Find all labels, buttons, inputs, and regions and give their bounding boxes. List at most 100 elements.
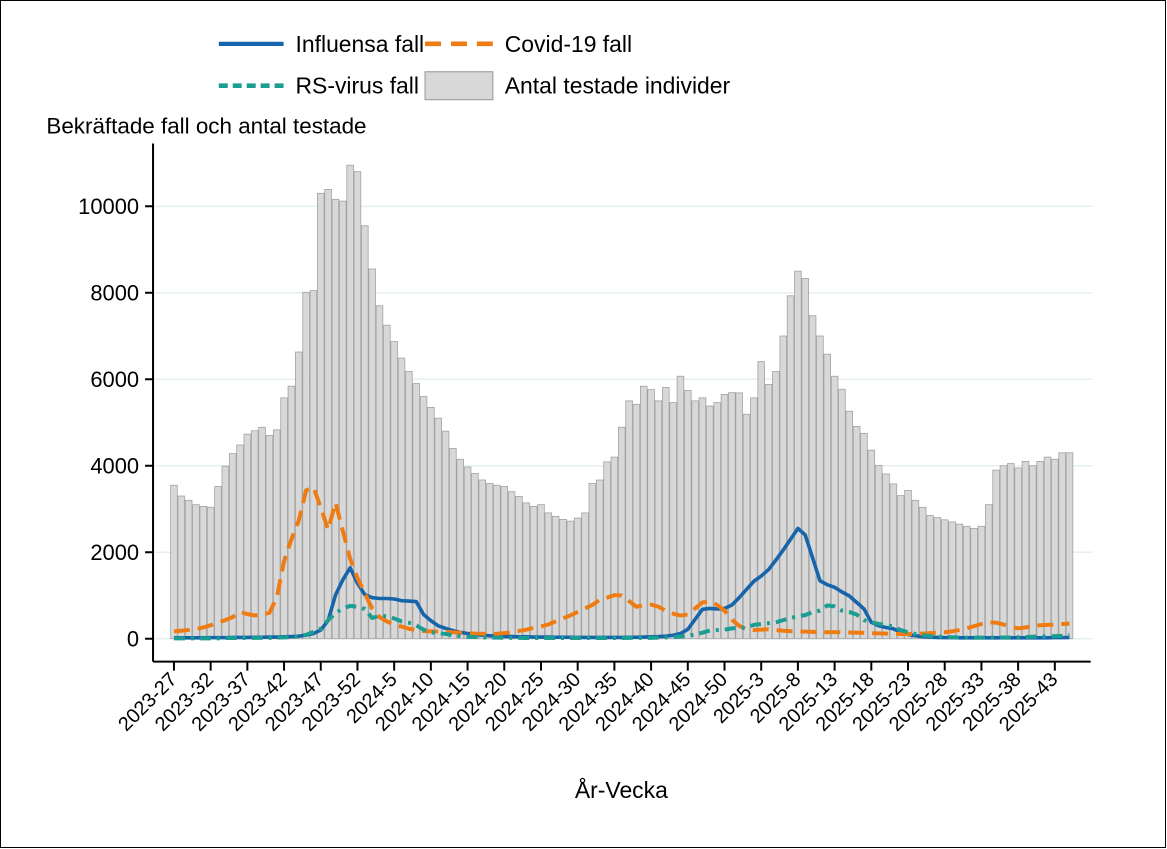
tested-bar (507, 491, 516, 640)
tested-bar (434, 417, 442, 640)
tested-bar (948, 521, 956, 640)
tested-bar (375, 305, 384, 640)
tested-bar (860, 432, 868, 640)
y-tick-label: 4000 (90, 454, 139, 479)
tested-bar (537, 504, 545, 640)
tested-bar (214, 486, 222, 640)
tested-bar (757, 361, 765, 640)
tested-bar (676, 375, 685, 640)
tested-bar (911, 499, 920, 640)
tested-bar (603, 461, 611, 640)
tested-bar (221, 465, 230, 640)
tested-bar (713, 402, 721, 640)
tested-bar (735, 392, 743, 640)
tested-bar (544, 512, 553, 640)
tested-bar (324, 189, 332, 640)
tested-bar (904, 490, 912, 640)
tested-bar (199, 506, 208, 640)
y-tick-label: 8000 (90, 281, 139, 306)
x-axis-title: År-Vecka (575, 777, 668, 803)
tested-bar (1014, 467, 1022, 640)
tested-bar (647, 389, 655, 640)
tested-bar (170, 484, 178, 640)
tested-bar (309, 290, 318, 640)
tested-bar (889, 483, 898, 640)
tested-bar (610, 456, 619, 640)
tested-bar (838, 388, 846, 640)
tested-bar (463, 466, 472, 640)
tested-bar (427, 406, 435, 640)
tested-bar (405, 371, 413, 640)
tested-bar (471, 473, 479, 640)
tested-bar (339, 200, 347, 640)
tested-bar (485, 483, 494, 640)
tested-bar (808, 315, 817, 640)
tested-bar (874, 464, 883, 640)
tested-bar (559, 518, 567, 640)
tested-bar (206, 506, 215, 640)
tested-bar (882, 473, 890, 640)
tested-bar (728, 392, 736, 640)
tested-bar (441, 430, 450, 640)
tested-bar (852, 425, 861, 640)
tested-bar (177, 495, 186, 640)
tested-bar (706, 405, 714, 640)
legend-covid-label: Covid-19 fall (505, 31, 632, 57)
tested-bar (412, 383, 420, 640)
legend-testade-swatch-rect (424, 71, 494, 101)
tested-bar (353, 171, 362, 640)
tested-bar (346, 164, 354, 640)
tested-bar (419, 396, 428, 640)
tested-bar (566, 520, 575, 640)
tested-bar (581, 512, 589, 640)
tested-bar (742, 413, 751, 640)
covid-line (173, 485, 1070, 636)
tested-bar (1021, 461, 1030, 640)
tested-bar (522, 502, 531, 640)
tested-bar (794, 270, 802, 640)
tested-bar (295, 351, 303, 640)
tested-bar (940, 519, 949, 640)
tested-bar (1007, 463, 1015, 640)
tested-bar (287, 385, 296, 640)
tested-bar (918, 506, 927, 640)
y-tick-label: 0 (127, 627, 139, 652)
tested-bar (764, 384, 773, 640)
tested-bar (228, 453, 237, 640)
tested-bar (801, 278, 809, 640)
tested-bar (772, 371, 780, 640)
chart-title: Bekräftade fall och antal testade (46, 114, 366, 139)
tested-bar (383, 324, 391, 640)
tested-bar (867, 449, 876, 640)
tested-bar (390, 341, 398, 640)
tested-bar (830, 375, 839, 640)
tested-bar (272, 429, 281, 640)
tested-bar (992, 469, 1000, 640)
tested-bar (720, 393, 729, 640)
tested-bar (933, 517, 942, 640)
tested-bar (684, 390, 692, 640)
tested-bar (823, 353, 832, 640)
legend: Influensa fall Covid-19 fall RS-virus fa… (218, 31, 731, 101)
tested-bar (1043, 456, 1052, 640)
tested-bar (640, 385, 648, 640)
tested-bar (317, 192, 325, 640)
tested-bar (816, 335, 824, 640)
y-tick-label: 6000 (90, 367, 139, 392)
tested-bar (1065, 452, 1074, 640)
legend-rs-label: RS-virus fall (296, 73, 419, 99)
tested-bar (331, 198, 340, 640)
tested-bar (595, 479, 604, 640)
tested-bar (896, 495, 905, 640)
tested-bar (977, 525, 986, 640)
tested-bar (845, 410, 854, 640)
tested-bar (515, 496, 523, 640)
tested-bar (617, 426, 626, 640)
tested-bar (184, 499, 193, 640)
tested-bar (456, 458, 464, 640)
plot-area: 02000400060008000100002023-272023-322023… (78, 143, 1093, 736)
tested-bar (236, 444, 244, 640)
tested-bar (963, 525, 971, 640)
